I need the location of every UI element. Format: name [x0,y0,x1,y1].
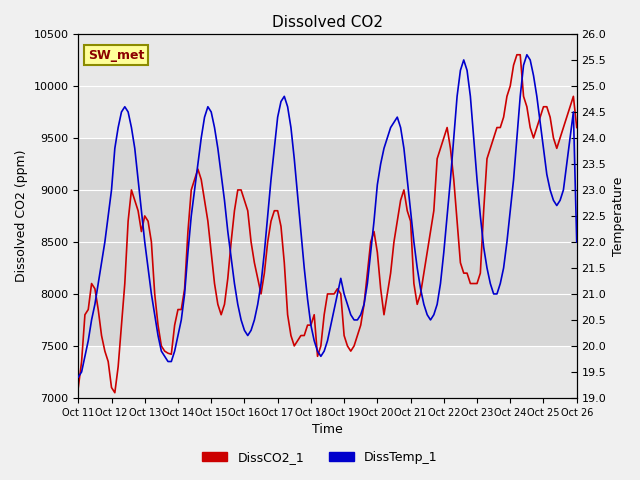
Y-axis label: Temperature: Temperature [612,176,625,256]
Bar [78,138,577,346]
X-axis label: Time: Time [312,423,343,436]
Text: SW_met: SW_met [88,48,145,61]
Title: Dissolved CO2: Dissolved CO2 [272,15,383,30]
Legend: DissCO2_1, DissTemp_1: DissCO2_1, DissTemp_1 [197,446,443,469]
Y-axis label: Dissolved CO2 (ppm): Dissolved CO2 (ppm) [15,150,28,282]
